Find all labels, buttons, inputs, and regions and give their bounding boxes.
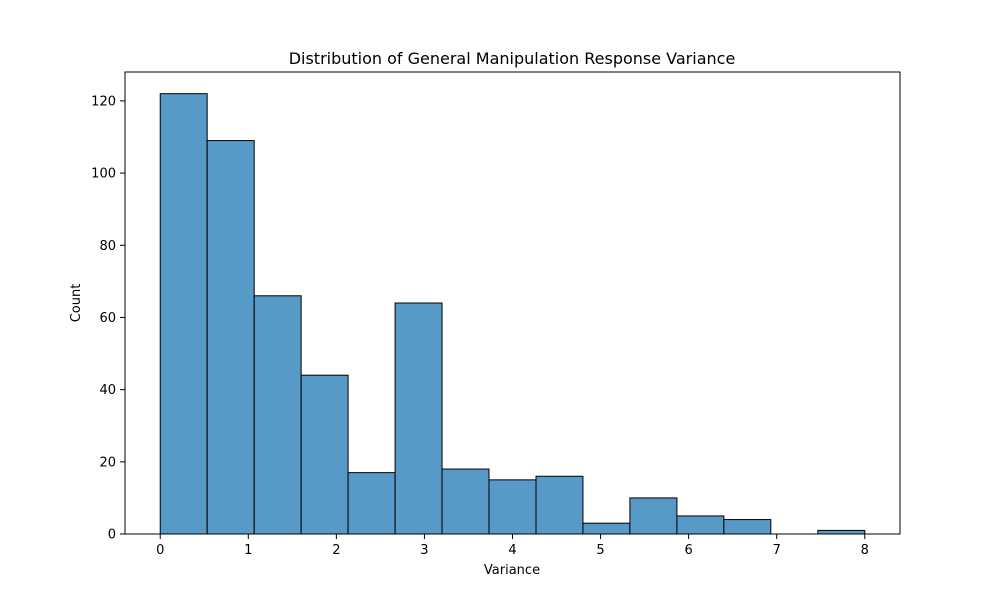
x-tick-label: 5 bbox=[596, 543, 604, 558]
x-tick-label: 7 bbox=[773, 543, 781, 558]
y-axis-label: Count bbox=[69, 284, 84, 323]
histogram-bar-1 bbox=[206, 140, 255, 535]
x-tick-label: 1 bbox=[244, 543, 252, 558]
histogram-bar-0 bbox=[159, 93, 208, 535]
histogram-bar-12 bbox=[723, 519, 772, 535]
histogram-bar-11 bbox=[676, 515, 725, 535]
histogram-bar-7 bbox=[488, 479, 537, 535]
histogram-bar-10 bbox=[629, 497, 678, 535]
histogram-bar-14 bbox=[817, 529, 866, 535]
histogram-bar-8 bbox=[535, 475, 584, 535]
x-tick-label: 0 bbox=[156, 543, 164, 558]
y-axis-ticks: 0 20 40 60 80 100 120 bbox=[91, 94, 125, 543]
histogram-bar-2 bbox=[253, 295, 302, 535]
x-tick-label: 4 bbox=[508, 543, 516, 558]
histogram-bar-3 bbox=[300, 374, 349, 535]
histogram-bar-6 bbox=[441, 468, 490, 535]
histogram-bar-4 bbox=[347, 472, 396, 535]
y-tick-label: 80 bbox=[99, 239, 116, 254]
x-tick-label: 8 bbox=[861, 543, 869, 558]
plot-frame bbox=[124, 71, 901, 535]
x-tick-label: 6 bbox=[684, 543, 692, 558]
x-tick-label: 2 bbox=[332, 543, 340, 558]
x-axis-label: Variance bbox=[484, 563, 540, 578]
y-tick-label: 40 bbox=[99, 383, 116, 398]
y-tick-label: 120 bbox=[91, 94, 116, 109]
y-tick-label: 60 bbox=[99, 311, 116, 326]
y-tick-label: 100 bbox=[91, 167, 116, 182]
y-tick-label: 20 bbox=[99, 455, 116, 470]
bars-group bbox=[159, 93, 866, 535]
chart-title: Distribution of General Manipulation Res… bbox=[289, 49, 736, 68]
x-axis-ticks: 0 1 2 3 4 5 6 7 8 bbox=[156, 534, 869, 558]
histogram-bar-5 bbox=[394, 302, 443, 535]
y-tick-label: 0 bbox=[108, 528, 116, 543]
histogram-bar-9 bbox=[582, 522, 631, 535]
x-tick-label: 3 bbox=[420, 543, 428, 558]
